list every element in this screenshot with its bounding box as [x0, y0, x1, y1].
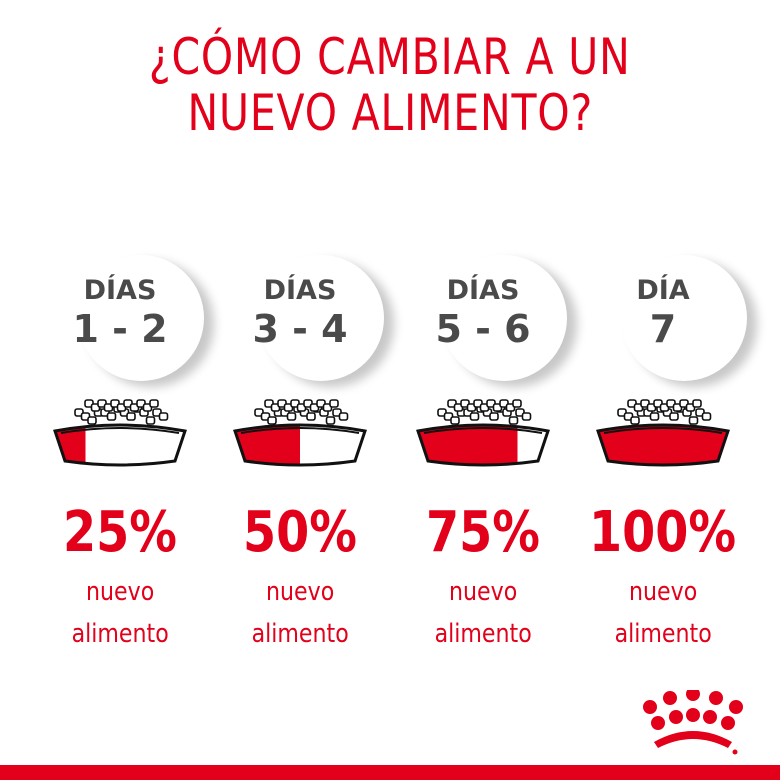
day-circle — [78, 255, 204, 381]
day-label: DÍAS — [446, 275, 520, 306]
caption-line-2: alimento — [71, 619, 169, 649]
title-line-1: ¿CÓMO CAMBIAR A UN — [149, 28, 631, 86]
percent-value: 50% — [243, 500, 357, 565]
day-circle — [621, 255, 747, 381]
food-bowl-icon — [45, 393, 195, 475]
title-line-2: NUEVO ALIMENTO? — [187, 84, 593, 142]
day-range: 3 - 4 — [252, 307, 348, 351]
percent-value: 25% — [63, 500, 177, 565]
caption-line-1: nuevo — [448, 577, 518, 607]
caption-line-1: nuevo — [628, 577, 698, 607]
day-range: 7 — [649, 307, 677, 351]
food-bowl-icon — [225, 393, 375, 475]
caption-line-2: alimento — [251, 619, 349, 649]
caption-line-2: alimento — [434, 619, 532, 649]
food-bowl-icon — [588, 393, 738, 475]
day-range: 5 - 6 — [435, 307, 531, 351]
day-range: 1 - 2 — [72, 307, 168, 351]
day-label: DÍAS — [83, 275, 157, 306]
day-circle — [441, 255, 567, 381]
day-label: DÍA — [636, 275, 690, 306]
caption-line-1: nuevo — [265, 577, 335, 607]
caption-line-1: nuevo — [85, 577, 155, 607]
food-bowl-icon — [408, 393, 558, 475]
caption-line-2: alimento — [614, 619, 712, 649]
day-circle — [258, 255, 384, 381]
royal-canin-crown-icon — [640, 687, 750, 764]
day-label: DÍAS — [263, 275, 337, 306]
footer-bar — [0, 765, 780, 780]
percent-value: 75% — [426, 500, 540, 565]
percent-value: 100% — [589, 500, 737, 565]
